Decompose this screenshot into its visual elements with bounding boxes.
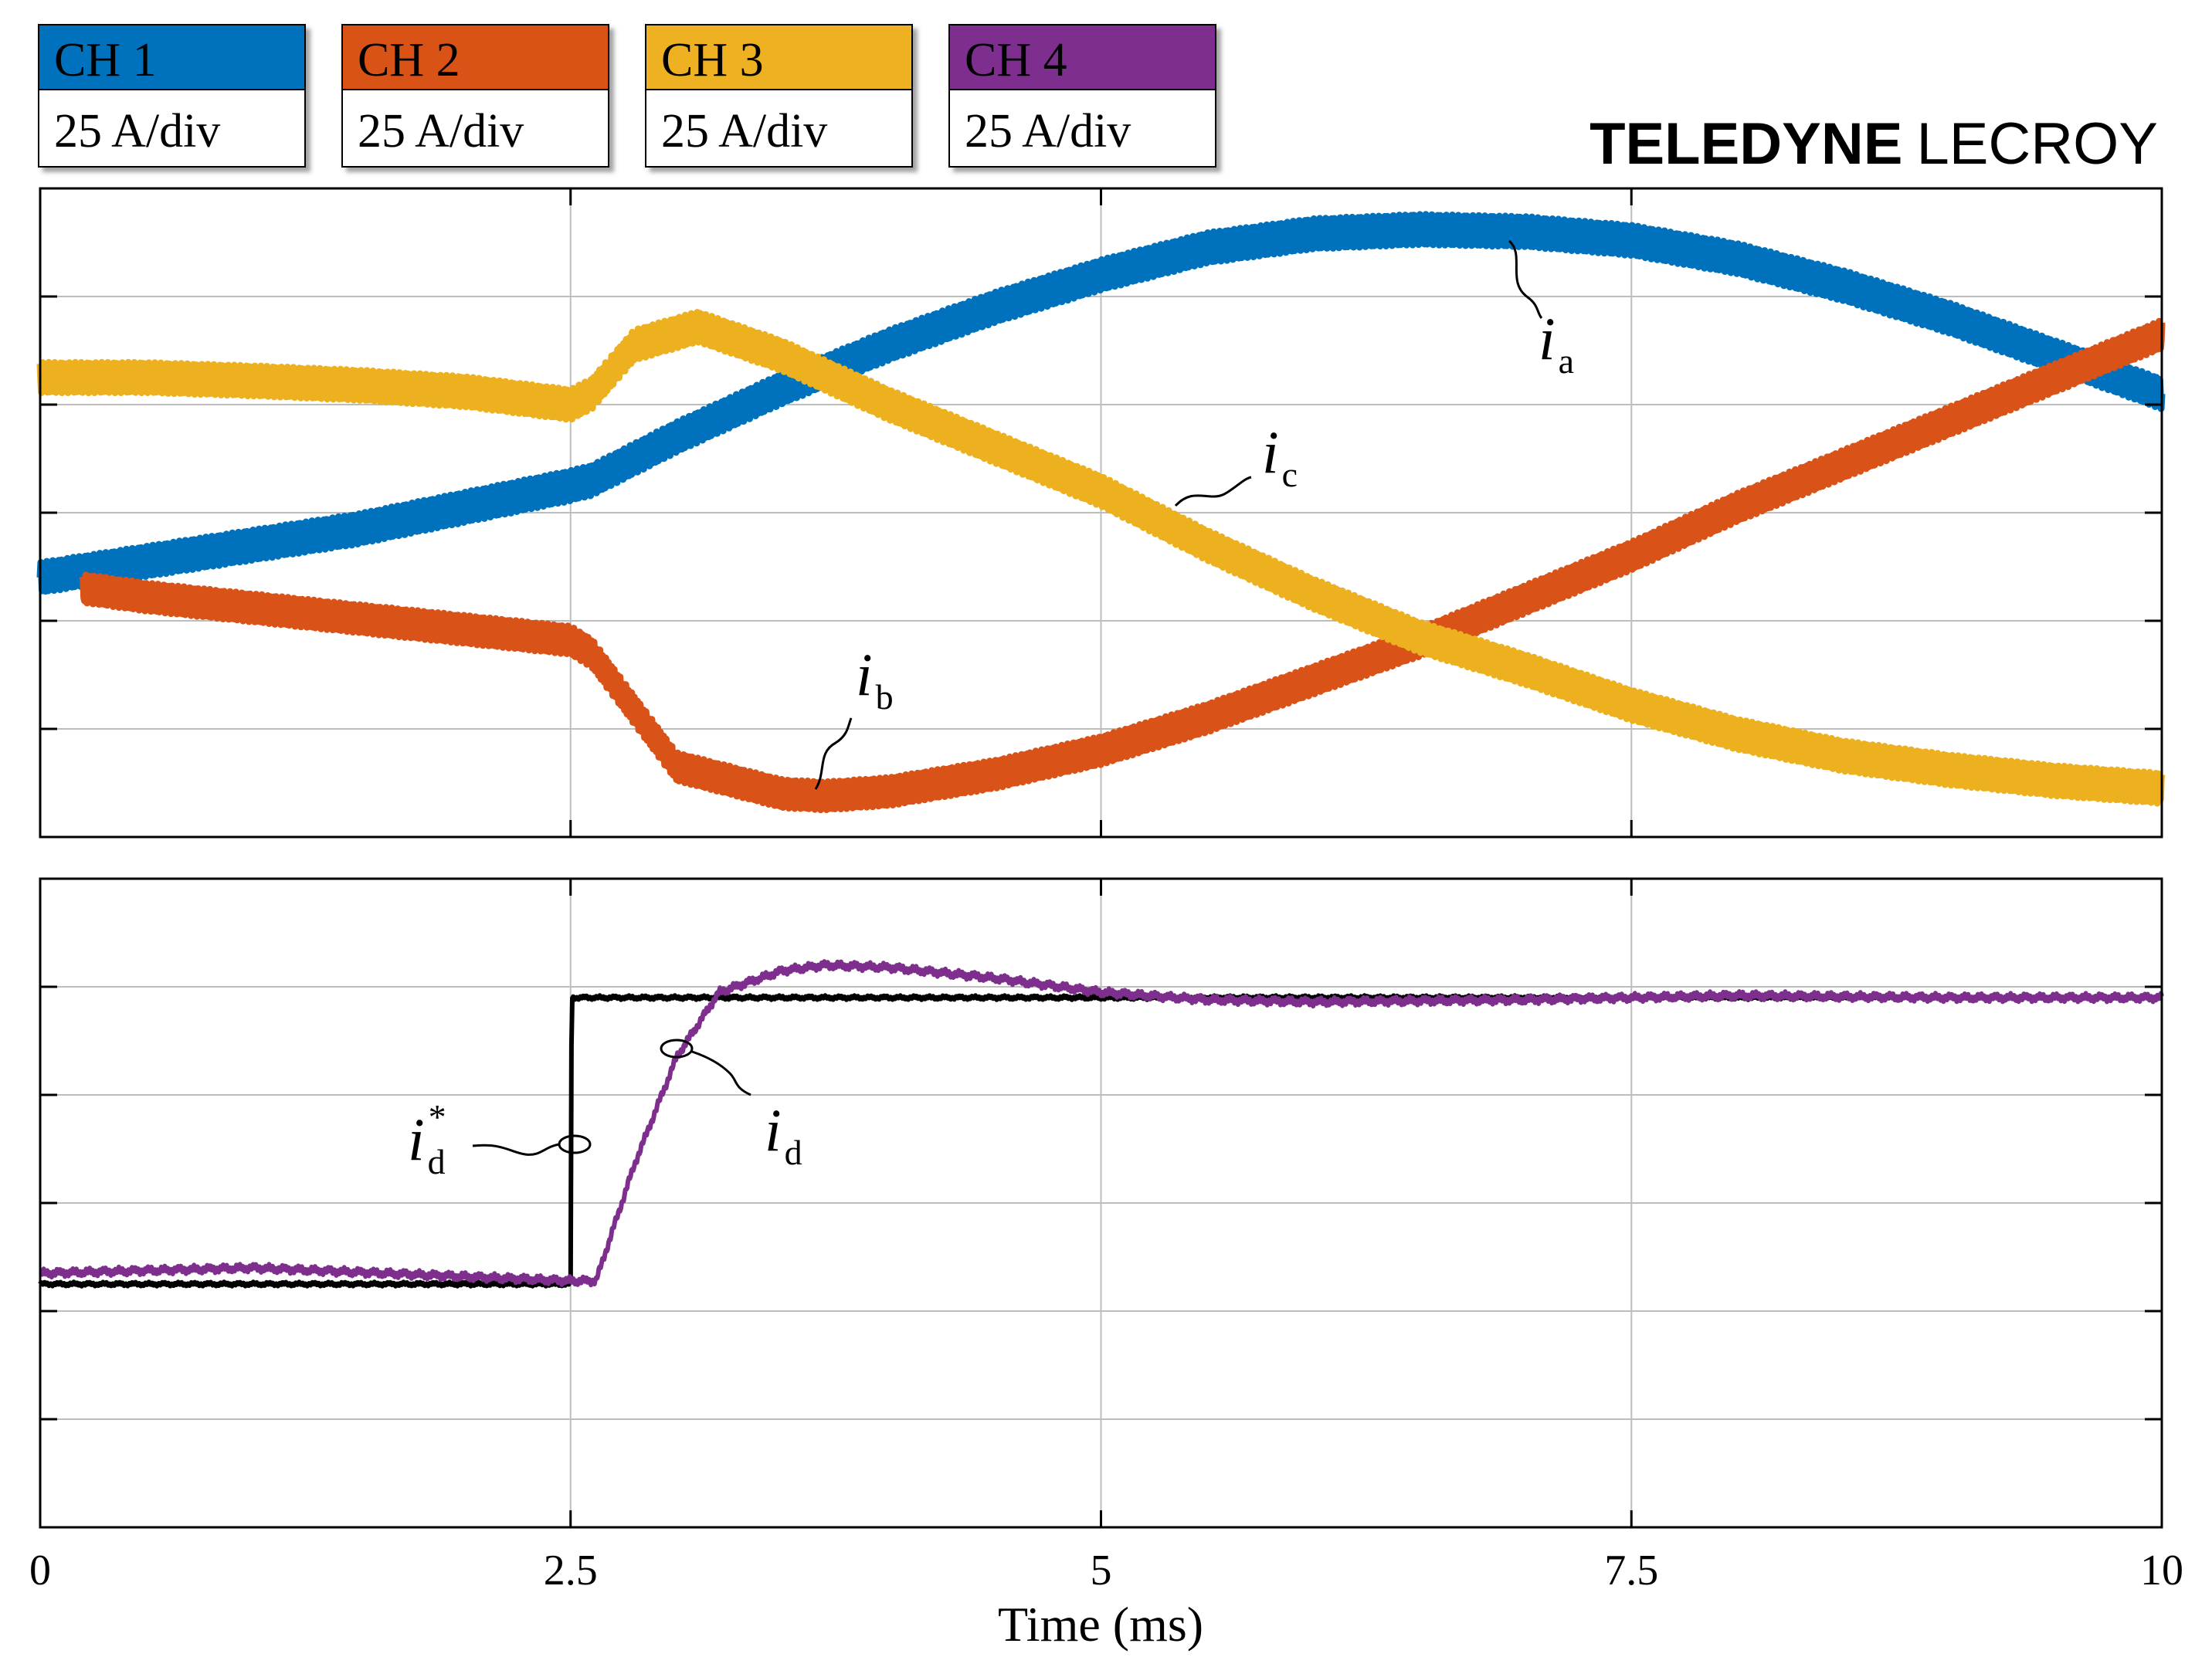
channel-scale-box-3 xyxy=(645,89,913,168)
bottom-chart-traces xyxy=(38,959,2164,1289)
brand-logo: TELEDYNE LECROY xyxy=(1589,111,2158,177)
trace-i-c xyxy=(36,309,2166,807)
label-i-c: ic xyxy=(1262,418,1298,494)
bottom-chart-grid xyxy=(40,879,2162,1527)
top-chart-annotations: ia ic ib xyxy=(814,239,1574,790)
x-tick-label-2: 2.5 xyxy=(544,1547,598,1594)
channel-scale-box-1 xyxy=(38,89,306,168)
channel-scale-2: 25 A/div xyxy=(358,105,524,158)
brand-bold: TELEDYNE xyxy=(1589,111,1902,177)
leader-i-a xyxy=(1508,239,1543,319)
label-i-a: ia xyxy=(1539,305,1574,381)
x-tick-label-1: 0 xyxy=(29,1547,51,1594)
leader-i-d-ref xyxy=(472,1143,560,1156)
channel-box-4 xyxy=(948,24,1216,168)
channel-legend: CH 1 25 A/div CH 2 25 A/div CH 3 25 A/di… xyxy=(38,24,1216,168)
channel-name-1: CH 1 xyxy=(54,34,157,86)
bottom-chart-panel: id* id xyxy=(38,877,2164,1529)
channel-scale-1: 25 A/div xyxy=(54,105,220,158)
channel-box-2 xyxy=(341,24,609,168)
channel-header-1 xyxy=(38,24,306,90)
leader-i-b xyxy=(814,717,853,790)
label-i-d: id xyxy=(765,1096,802,1172)
trace-i-b xyxy=(79,317,2166,814)
channel-scale-box-2 xyxy=(341,89,609,168)
top-chart-ticks xyxy=(40,188,2162,837)
trace-i-a xyxy=(36,211,2166,595)
x-tick-label-5: 10 xyxy=(2140,1547,2183,1594)
channel-name-2: CH 2 xyxy=(358,34,460,86)
top-chart-panel: ia ic ib xyxy=(36,187,2166,839)
x-tick-labels: 0 2.5 5 7.5 10 xyxy=(29,1547,2183,1594)
channel-header-2 xyxy=(341,24,609,90)
label-i-b: ib xyxy=(856,641,894,717)
channel-scale-4: 25 A/div xyxy=(965,105,1131,158)
top-chart-traces xyxy=(36,211,2166,814)
brand-light: LECROY xyxy=(1916,111,2158,177)
x-tick-label-3: 5 xyxy=(1091,1547,1112,1594)
marker-i-d-ref xyxy=(558,1134,592,1154)
channel-box-3 xyxy=(645,24,913,168)
channel-scale-3: 25 A/div xyxy=(661,105,827,158)
leader-i-c xyxy=(1174,476,1252,507)
bottom-chart-annotations: id* id xyxy=(408,1039,802,1181)
bottom-chart-ticks xyxy=(40,879,2162,1527)
marker-i-d xyxy=(660,1039,694,1059)
x-axis-title: Time (ms) xyxy=(998,1597,1203,1652)
leader-i-d xyxy=(691,1050,751,1096)
label-i-d-ref: id* xyxy=(408,1097,446,1181)
x-tick-label-4: 7.5 xyxy=(1604,1547,1658,1594)
channel-box-1 xyxy=(38,24,306,168)
channel-scale-box-4 xyxy=(948,89,1216,168)
trace-i-d xyxy=(39,959,2164,1288)
channel-name-4: CH 4 xyxy=(965,34,1067,86)
channel-name-3: CH 3 xyxy=(661,34,764,86)
